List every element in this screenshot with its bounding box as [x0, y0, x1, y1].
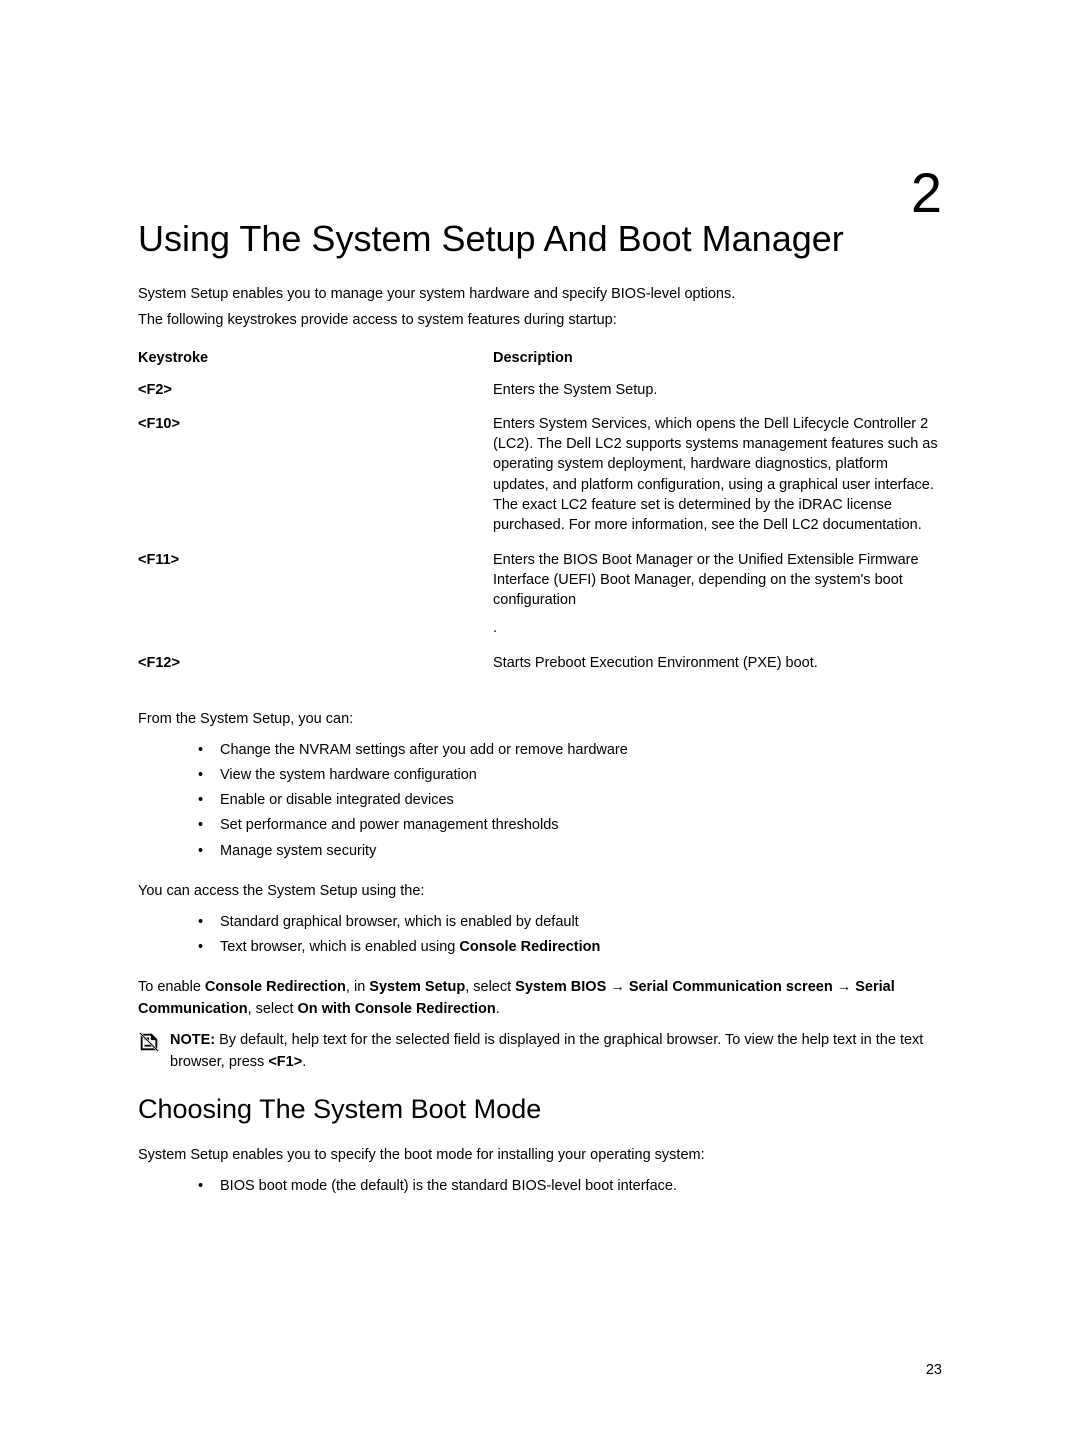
table-row: <F10>Enters System Services, which opens… [138, 414, 942, 550]
list-item: BIOS boot mode (the default) is the stan… [198, 1175, 942, 1198]
access-methods-list: Standard graphical browser, which is ena… [138, 911, 942, 959]
keystroke-table: Keystroke Description <F2>Enters the Sys… [138, 350, 942, 688]
table-row: <F2>Enters the System Setup. [138, 380, 942, 414]
table-header-description: Description [493, 350, 942, 380]
list-item: Manage system security [198, 840, 942, 863]
list-item: View the system hardware configuration [198, 764, 942, 787]
setup-capabilities-list: Change the NVRAM settings after you add … [138, 739, 942, 863]
list-item: Standard graphical browser, which is ena… [198, 911, 942, 934]
section-heading: Choosing The System Boot Mode [138, 1094, 942, 1125]
note-icon [138, 1031, 160, 1053]
list-item: Change the NVRAM settings after you add … [198, 739, 942, 762]
keystroke-cell: <F11> [138, 550, 493, 653]
chapter-title: Using The System Setup And Boot Manager [138, 218, 942, 260]
description-cell: Enters System Services, which opens the … [493, 414, 942, 550]
intro-line-2: The following keystrokes provide access … [138, 310, 942, 332]
intro-line-1: System Setup enables you to manage your … [138, 284, 942, 306]
chapter-number: 2 [911, 160, 942, 225]
section-intro: System Setup enables you to specify the … [138, 1145, 942, 1167]
keystroke-cell: <F10> [138, 414, 493, 550]
keystroke-cell: <F2> [138, 380, 493, 414]
description-cell: Starts Preboot Execution Environment (PX… [493, 653, 942, 687]
note-block: NOTE: By default, help text for the sele… [138, 1030, 942, 1074]
setup-intro: From the System Setup, you can: [138, 709, 942, 731]
access-intro: You can access the System Setup using th… [138, 881, 942, 903]
list-item: Enable or disable integrated devices [198, 789, 942, 812]
enable-console-redirection-text: To enable Console Redirection, in System… [138, 977, 942, 1021]
boot-mode-list: BIOS boot mode (the default) is the stan… [138, 1175, 942, 1198]
description-cell: Enters the System Setup. [493, 380, 942, 414]
description-cell: Enters the BIOS Boot Manager or the Unif… [493, 550, 942, 653]
table-row: <F11>Enters the BIOS Boot Manager or the… [138, 550, 942, 653]
page-number: 23 [926, 1362, 942, 1378]
note-text: NOTE: By default, help text for the sele… [170, 1030, 942, 1074]
list-item: Set performance and power management thr… [198, 814, 942, 837]
keystroke-cell: <F12> [138, 653, 493, 687]
table-row: <F12>Starts Preboot Execution Environmen… [138, 653, 942, 687]
list-item: Text browser, which is enabled using Con… [198, 936, 942, 959]
table-header-keystroke: Keystroke [138, 350, 493, 380]
